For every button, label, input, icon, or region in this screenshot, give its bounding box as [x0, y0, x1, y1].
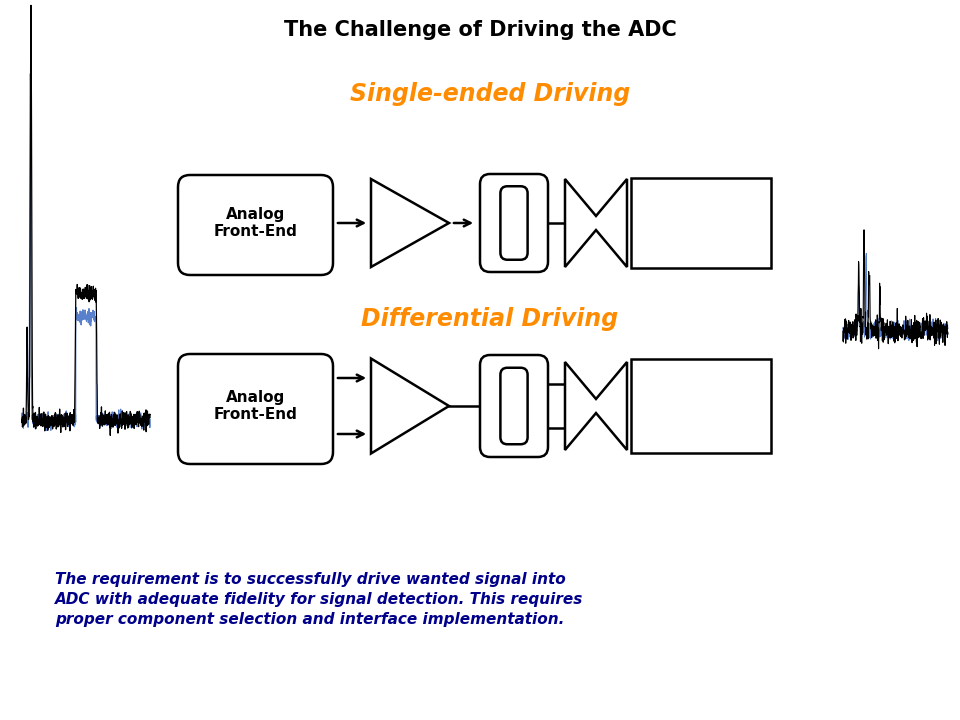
Text: proper component selection and interface implementation.: proper component selection and interface… — [55, 612, 564, 627]
Text: The Challenge of Driving the ADC: The Challenge of Driving the ADC — [283, 20, 677, 40]
FancyBboxPatch shape — [480, 174, 548, 272]
FancyBboxPatch shape — [500, 186, 528, 260]
FancyBboxPatch shape — [178, 354, 333, 464]
Text: Analog
Front-End: Analog Front-End — [213, 207, 298, 239]
FancyBboxPatch shape — [480, 355, 548, 457]
Text: The requirement is to successfully drive wanted signal into: The requirement is to successfully drive… — [55, 572, 565, 587]
Polygon shape — [371, 359, 449, 454]
Bar — [631, 178, 771, 268]
FancyBboxPatch shape — [178, 175, 333, 275]
Bar — [631, 359, 771, 453]
Polygon shape — [565, 179, 627, 267]
Text: Single-ended Driving: Single-ended Driving — [349, 82, 630, 106]
Polygon shape — [565, 362, 627, 450]
Text: ADC with adequate fidelity for signal detection. This requires: ADC with adequate fidelity for signal de… — [55, 592, 584, 607]
FancyBboxPatch shape — [500, 368, 528, 444]
Polygon shape — [371, 179, 449, 267]
Text: Analog
Front-End: Analog Front-End — [213, 390, 298, 422]
Text: Differential Driving: Differential Driving — [361, 307, 618, 331]
